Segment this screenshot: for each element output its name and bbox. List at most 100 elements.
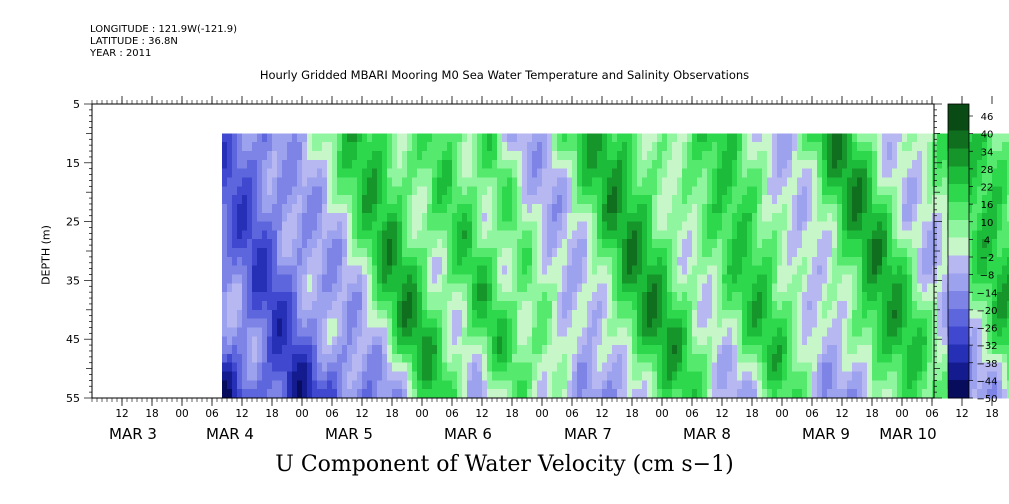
heat-cell (552, 186, 558, 196)
heat-cell (682, 274, 688, 284)
heat-cell (687, 177, 693, 187)
heat-cell (682, 248, 688, 258)
heat-cell (647, 186, 653, 196)
heat-cell (987, 345, 993, 355)
heat-cell (357, 230, 363, 240)
heat-cell (697, 371, 703, 381)
heat-cell (942, 203, 948, 214)
heat-cell (887, 362, 893, 373)
heat-cell (297, 371, 303, 381)
heat-cell (1002, 362, 1008, 373)
heat-cell (797, 353, 803, 364)
heat-cell (222, 362, 228, 373)
heat-cell (292, 283, 298, 293)
heat-cell (742, 133, 748, 143)
heat-cell (582, 212, 588, 223)
heat-cell (792, 221, 798, 232)
heat-cell (567, 256, 573, 267)
heat-cell (842, 345, 848, 355)
heat-cell (417, 186, 423, 196)
heat-cell (332, 274, 338, 284)
heat-cell (922, 159, 928, 170)
heat-cell (997, 256, 1003, 267)
heat-cell (727, 142, 733, 152)
heat-cell (902, 318, 908, 329)
heat-cell (922, 345, 928, 355)
heat-cell (492, 309, 498, 320)
heat-cell (857, 230, 863, 240)
heat-cell (787, 151, 793, 161)
heat-cell (337, 274, 343, 284)
heat-cell (312, 195, 318, 205)
heat-cell (772, 389, 778, 399)
heat-cell (452, 177, 458, 187)
heat-cell (697, 380, 703, 390)
heat-cell (857, 265, 863, 276)
heat-cell (457, 186, 463, 196)
heat-cell (307, 159, 313, 170)
heat-cell (902, 177, 908, 187)
heat-cell (852, 133, 858, 143)
heat-cell (832, 265, 838, 276)
heat-cell (402, 142, 408, 152)
heat-cell (987, 362, 993, 373)
heat-cell (617, 256, 623, 267)
heat-cell (587, 186, 593, 196)
heat-cell (597, 292, 603, 302)
heat-cell (652, 292, 658, 302)
heat-cell (572, 221, 578, 232)
heat-cell (272, 151, 278, 161)
heat-cell (397, 186, 403, 196)
heat-cell (487, 239, 493, 249)
heat-cell (922, 318, 928, 329)
heat-cell (292, 168, 298, 179)
heat-cell (782, 292, 788, 302)
heat-cell (972, 327, 978, 337)
heat-cell (587, 168, 593, 179)
heat-cell (972, 362, 978, 373)
heat-cell (567, 327, 573, 337)
heat-cell (827, 177, 833, 187)
heat-cell (677, 345, 683, 355)
heat-cell (532, 327, 538, 337)
heat-cell (832, 371, 838, 381)
heat-cell (462, 133, 468, 143)
heat-cell (337, 159, 343, 170)
heat-cell (407, 239, 413, 249)
heat-cell (547, 151, 553, 161)
heat-cell (332, 133, 338, 143)
heat-cell (297, 159, 303, 170)
heat-cell (697, 142, 703, 152)
heat-cell (237, 265, 243, 276)
heat-cell (572, 203, 578, 214)
heat-cell (817, 300, 823, 311)
heat-cell (552, 142, 558, 152)
heat-cell (1002, 274, 1008, 284)
heat-cell (857, 133, 863, 143)
heat-cell (232, 248, 238, 258)
heat-cell (612, 230, 618, 240)
heat-cell (547, 300, 553, 311)
heat-cell (657, 177, 663, 187)
heat-cell (277, 256, 283, 267)
heat-cell (232, 142, 238, 152)
heat-cell (412, 300, 418, 311)
heat-cell (462, 203, 468, 214)
heat-cell (257, 203, 263, 214)
heat-cell (617, 371, 623, 381)
heat-cell (967, 133, 973, 143)
heat-cell (817, 133, 823, 143)
heat-cell (257, 362, 263, 373)
heat-cell (632, 265, 638, 276)
heat-cell (897, 239, 903, 249)
heat-cell (817, 195, 823, 205)
heat-cell (457, 318, 463, 329)
heat-cell (972, 168, 978, 179)
heat-cell (692, 371, 698, 381)
heat-cell (467, 353, 473, 364)
heat-cell (877, 142, 883, 152)
heat-cell (452, 203, 458, 214)
heat-cell (402, 283, 408, 293)
heat-cell (877, 371, 883, 381)
heat-cell (1007, 186, 1009, 196)
